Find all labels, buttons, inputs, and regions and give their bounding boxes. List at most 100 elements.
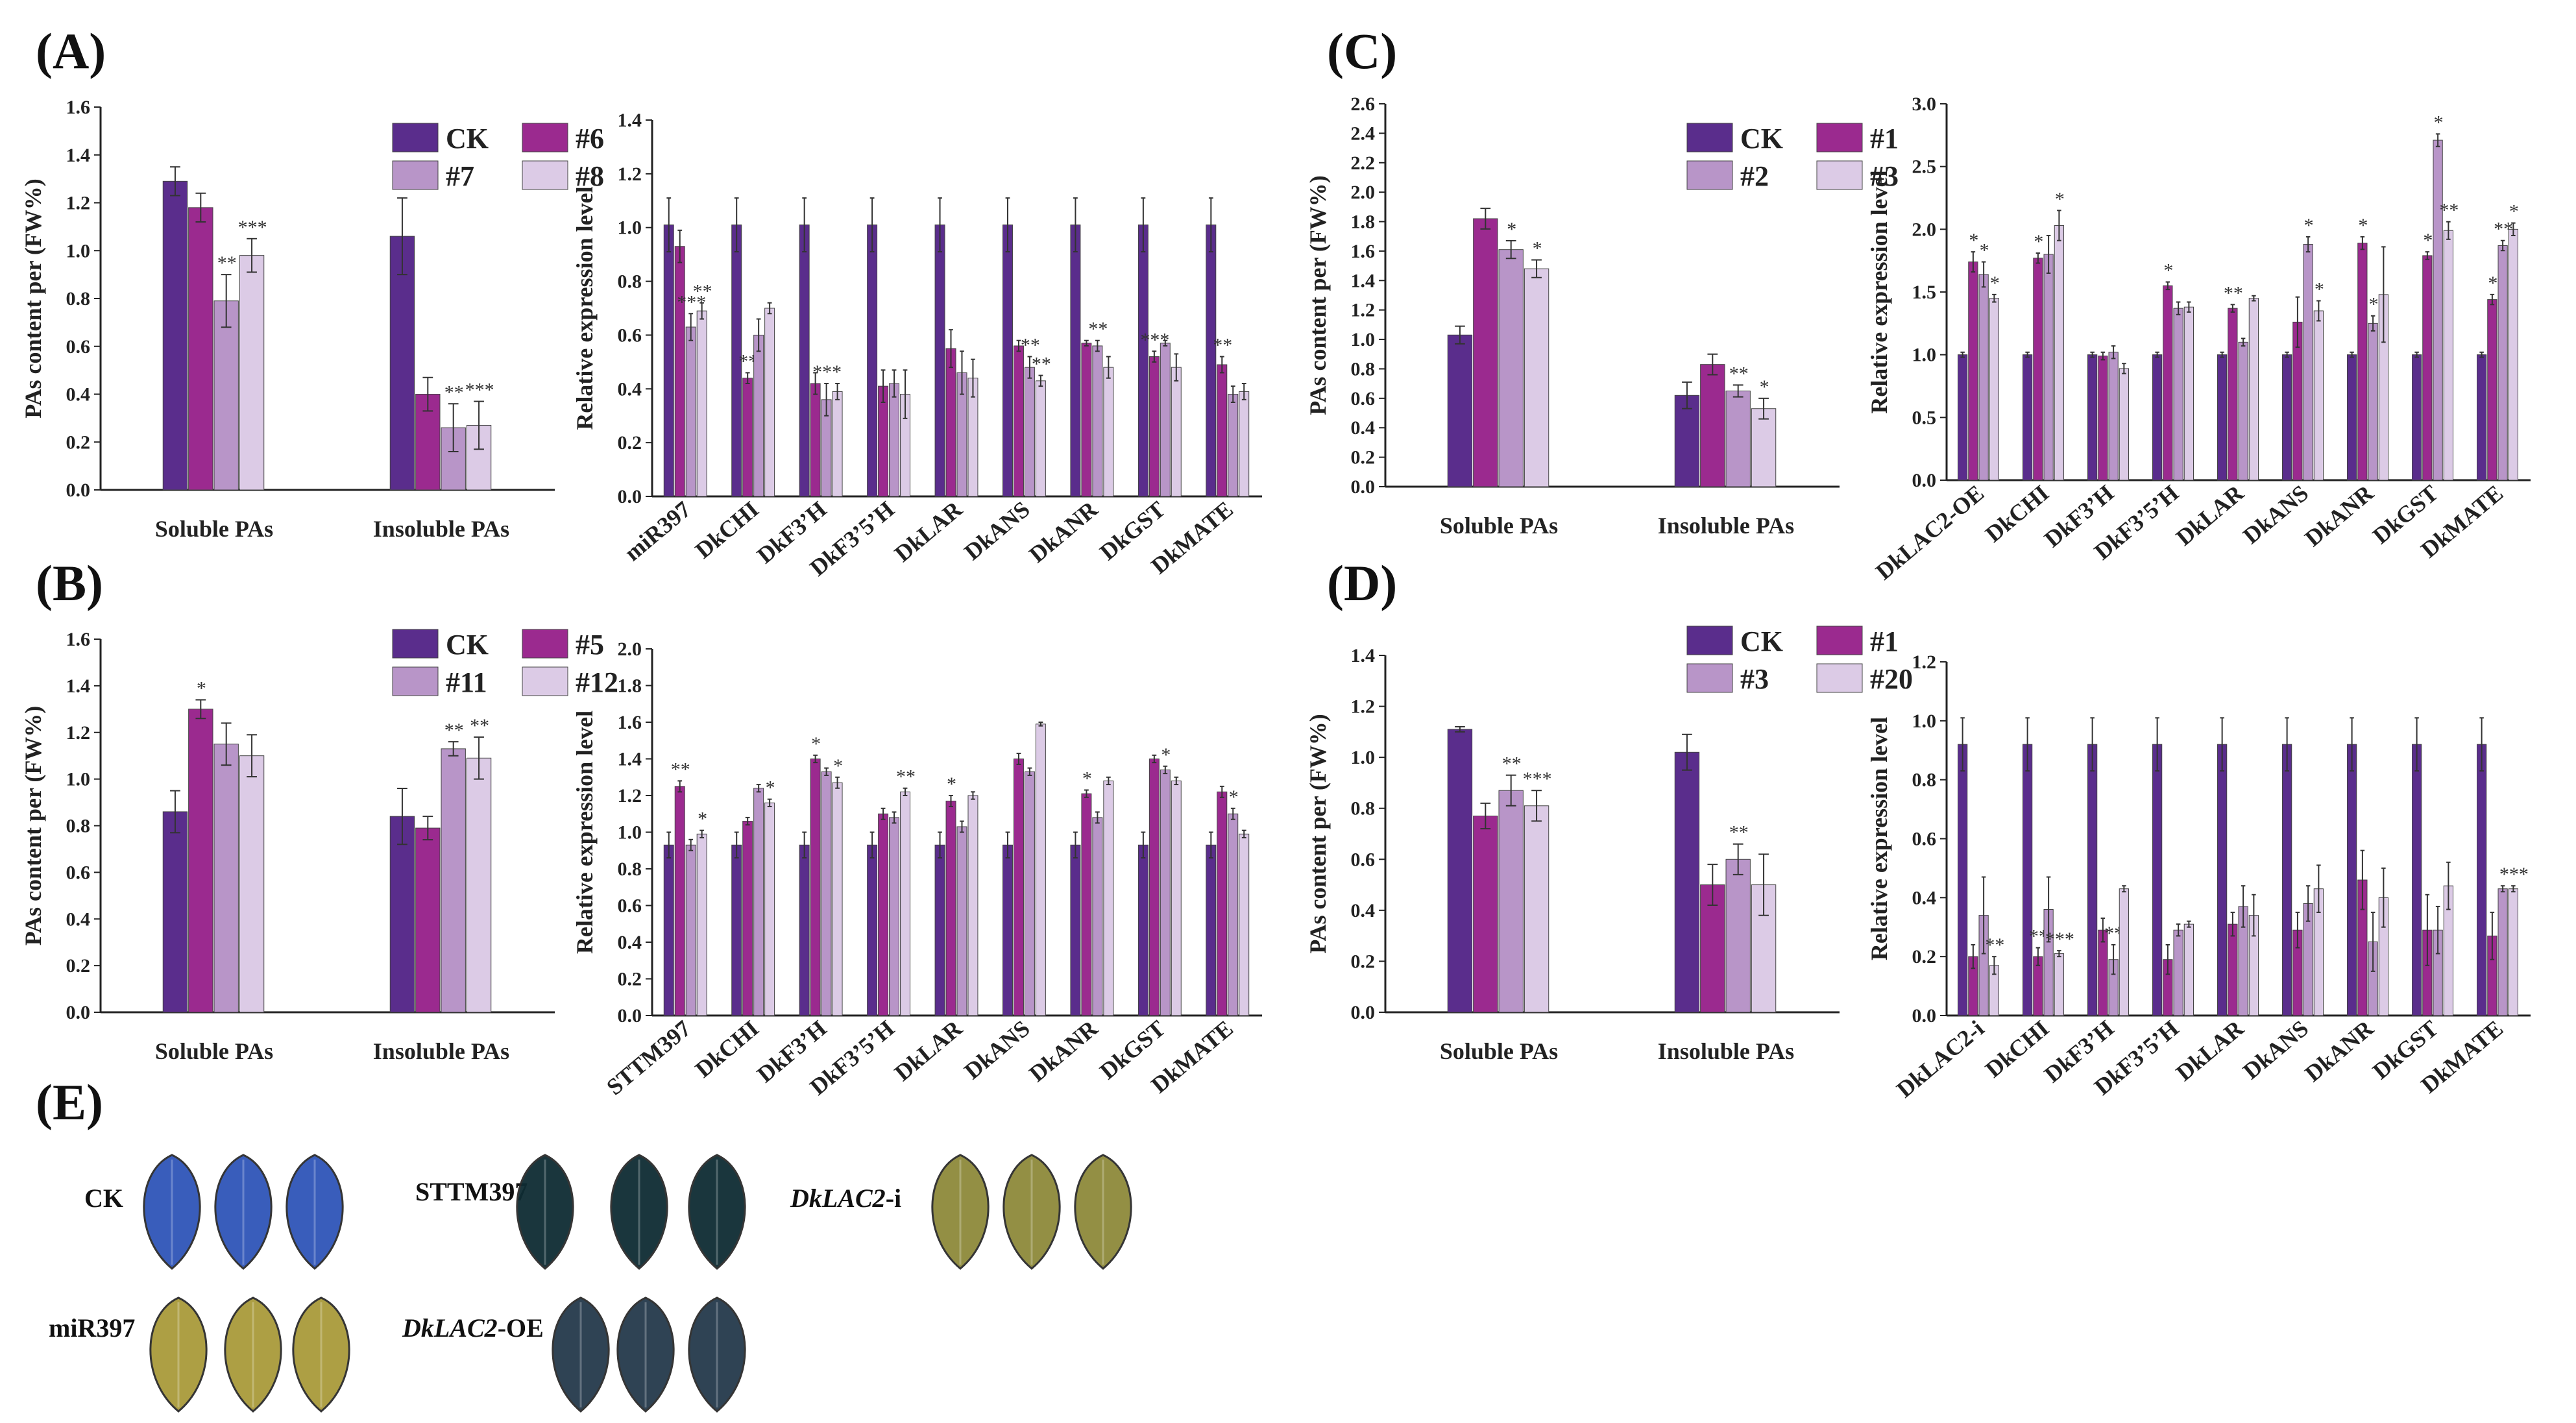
- bar: [696, 833, 707, 1016]
- y-tick-label: 0.4: [66, 908, 91, 930]
- category-label: Insoluble PAs: [373, 1038, 509, 1064]
- chart-b-pas-content: 0.0 0.2 0.4 0.6 0.8 1.0 1.2 1.4 1.6 PAs content p…: [20, 629, 618, 1064]
- y-tick-label: 2.6: [1351, 93, 1376, 115]
- significance-label: *: [1980, 240, 1989, 261]
- significance-label: *: [1533, 238, 1542, 260]
- category-label: DkANR: [1024, 1015, 1102, 1087]
- bar: [389, 816, 415, 1013]
- y-tick-label: 0.0: [618, 1005, 642, 1027]
- bar: [2282, 744, 2292, 1016]
- bar: [1160, 343, 1171, 497]
- y-tick-label: 1.6: [66, 97, 91, 118]
- significance-label: **: [1729, 363, 1749, 384]
- y-tick-label: 1.0: [66, 769, 91, 790]
- bar: [1160, 769, 1171, 1016]
- category-label: Soluble PAs: [155, 1038, 273, 1064]
- bar: [2098, 356, 2108, 481]
- bar: [2228, 308, 2238, 481]
- bar: [162, 180, 188, 491]
- bar: [878, 813, 889, 1016]
- significance-label: *: [2163, 260, 2173, 282]
- category-label: STTM397: [601, 1015, 696, 1100]
- legend-swatch: [392, 666, 439, 696]
- y-tick-label: 0.0: [66, 480, 91, 501]
- bar: [663, 225, 674, 497]
- panel-label-d: (D): [1327, 555, 1397, 611]
- bar: [2217, 354, 2228, 481]
- bar: [2183, 306, 2194, 481]
- y-tick-label: 1.0: [618, 822, 642, 844]
- leaf-image: [286, 1154, 344, 1270]
- y-tick-label: 2.0: [1912, 219, 1937, 240]
- leaf-image: [143, 1154, 201, 1270]
- bar: [2487, 299, 2497, 481]
- legend-swatch: [522, 666, 568, 696]
- y-tick-label: 0.6: [1351, 388, 1376, 409]
- bar: [1092, 345, 1103, 497]
- category-label: DkLAC2-OE: [1871, 480, 1989, 585]
- legend-swatch: [522, 123, 568, 152]
- bar: [799, 844, 810, 1016]
- significance-label: **: [1088, 319, 1108, 340]
- y-tick-label: 0.4: [618, 932, 642, 953]
- category-label: DkANS: [959, 1015, 1034, 1084]
- category-label: DkANS: [2238, 1015, 2313, 1084]
- legend-swatch: [1686, 160, 1733, 190]
- significance-label: **: [1985, 934, 2004, 956]
- bar: [2054, 953, 2064, 1016]
- significance-label: ***: [2499, 864, 2529, 885]
- leaf-label-dklac2-i-suffix: -i: [886, 1184, 901, 1213]
- bar: [1239, 833, 1250, 1016]
- bar: [1070, 225, 1081, 497]
- category-label: DkLAR: [2171, 480, 2249, 551]
- y-tick-label: 1.2: [618, 785, 642, 807]
- significance-label: **: [470, 715, 489, 736]
- y-tick-label: 0.8: [1351, 798, 1376, 820]
- bar: [1674, 751, 1700, 1013]
- category-label: Insoluble PAs: [1658, 1038, 1794, 1064]
- significance-label: *: [2509, 201, 2519, 223]
- y-tick-label: 1.8: [1351, 212, 1376, 233]
- chart-b-expression: 0.0 0.2 0.4 0.6 0.8 1.0 1.2 1.4 1.6 1.8 2.0 Relativ…: [572, 639, 1262, 1100]
- leaf-label-dklac2-oe: DkLAC2-OE: [402, 1313, 544, 1343]
- significance-label: **: [2439, 200, 2459, 221]
- y-tick-label: 1.0: [1912, 345, 1937, 366]
- y-tick-label: 1.4: [1351, 270, 1376, 291]
- chart-c-pas-content: 0.0 0.2 0.4 0.6 0.8 1.0 1.2 1.4 1.6 1.8 2.0 2.2 2.4 2…: [1305, 93, 1899, 539]
- bar: [1024, 367, 1035, 497]
- significance-label: *: [2034, 231, 2043, 252]
- legend-label: #1: [1870, 123, 1899, 154]
- category-label: DkCHI: [690, 1015, 764, 1082]
- significance-label: **: [1032, 354, 1051, 375]
- bar: [1498, 790, 1524, 1013]
- y-axis-label: Relative expression level: [572, 186, 598, 430]
- significance-label: *: [2315, 279, 2324, 300]
- bar: [2347, 354, 2357, 481]
- y-tick-label: 2.4: [1351, 123, 1376, 144]
- legend-label: #3: [1740, 663, 1769, 695]
- bar: [2313, 310, 2324, 481]
- y-axis-label: Relative expression level: [1866, 717, 1892, 960]
- leaf-image: [931, 1154, 990, 1270]
- significance-label: *: [2488, 273, 2497, 294]
- leaf-image: [292, 1296, 350, 1413]
- significance-label: *: [2358, 215, 2368, 236]
- bar: [900, 791, 911, 1016]
- leaf-label-dklac2-i-gene: DkLAC2: [790, 1184, 886, 1213]
- y-tick-label: 1.4: [66, 145, 91, 166]
- bar: [2282, 354, 2292, 481]
- bar: [2119, 368, 2129, 481]
- y-tick-label: 2.5: [1912, 156, 1937, 178]
- legend-swatch: [1816, 123, 1863, 152]
- bar: [2303, 244, 2313, 481]
- significance-label: *: [833, 755, 843, 777]
- chart-c-expression: 0.0 0.5 1.0 1.5 2.0 2.5 3.0 Relative expression…: [1866, 93, 2531, 585]
- bar: [1978, 274, 1989, 481]
- category-label: DkLAC2-i: [1891, 1015, 1989, 1102]
- bar: [731, 844, 742, 1016]
- significance-label: *: [1229, 786, 1239, 808]
- y-tick-label: 0.2: [1912, 946, 1937, 967]
- y-tick-label: 0.0: [1351, 476, 1376, 498]
- bar: [239, 255, 265, 491]
